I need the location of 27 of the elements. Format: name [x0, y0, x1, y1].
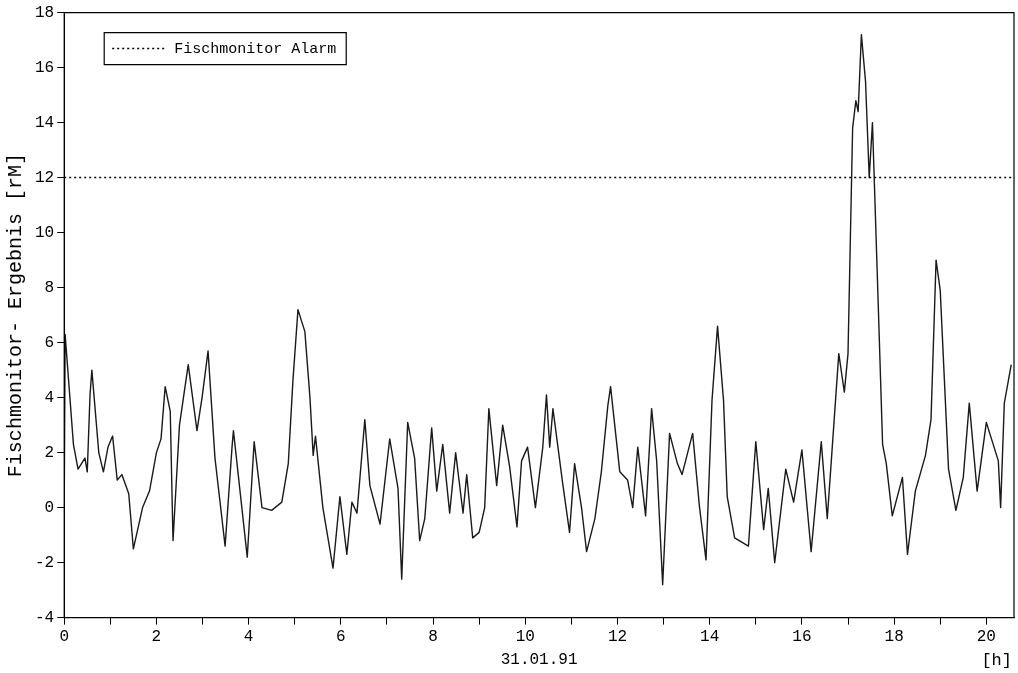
text: [h] — [981, 651, 1012, 670]
y-tick-label: 16 — [35, 58, 55, 77]
x-tick-label: 8 — [428, 628, 438, 647]
y-tick-label: -2 — [35, 553, 55, 572]
x-tick-label: 14 — [700, 628, 720, 647]
y-tick-label: 8 — [44, 278, 55, 297]
y-tick-label: 4 — [44, 388, 55, 407]
x-tick-label: 10 — [515, 628, 535, 647]
y-tick-label: 6 — [44, 333, 55, 352]
x-tick-label: 4 — [243, 628, 254, 647]
y-tick-label: 10 — [35, 223, 55, 242]
y-tick-label: 18 — [35, 3, 55, 22]
x-axis-title: 31.01.91 — [500, 650, 578, 669]
y-tick-label: -4 — [35, 608, 55, 627]
y-tick-label: 14 — [35, 113, 55, 132]
x-tick-label: 18 — [884, 628, 904, 647]
x-tick-label: 0 — [59, 628, 70, 647]
x-tick-label: 2 — [151, 628, 162, 647]
legend-label: Fischmonitor Alarm — [174, 40, 337, 58]
x-tick-label: 12 — [607, 628, 628, 647]
x-tick-label: 20 — [976, 628, 996, 647]
y-tick-label: 12 — [35, 168, 55, 187]
y-tick-label: 2 — [44, 443, 55, 462]
y-tick-label: 0 — [44, 498, 55, 517]
x-tick-label: 6 — [336, 628, 346, 647]
x-tick-label: 16 — [792, 628, 812, 647]
y-axis-title: Fischmonitor- Ergebnis [rM] — [4, 153, 28, 478]
